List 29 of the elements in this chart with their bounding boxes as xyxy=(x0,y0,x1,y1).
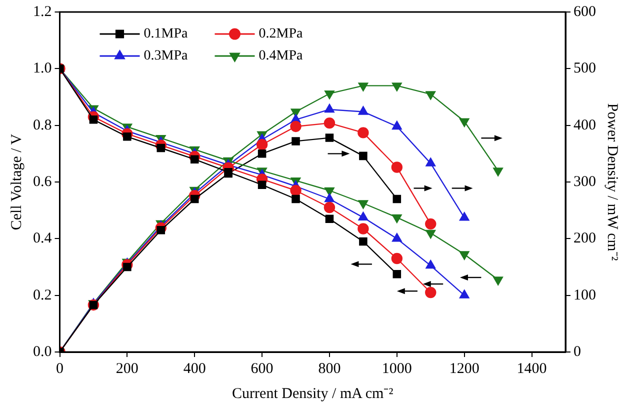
legend-label: 0.2MPa xyxy=(258,26,304,42)
x-axis-title: Current Density / mA cm⁻² xyxy=(232,386,394,402)
y-axis-title: Cell Voltage / V xyxy=(8,134,25,230)
y-tick-label: 0.4 xyxy=(33,230,52,247)
y-tick-label: 0.2 xyxy=(33,287,52,304)
x-tick-label: 800 xyxy=(318,360,341,377)
x-tick-label: 1400 xyxy=(516,360,547,377)
y2-tick-label: 400 xyxy=(574,117,596,134)
legend-label: 0.1MPa xyxy=(144,26,188,42)
y-tick-label: 0.0 xyxy=(33,344,52,360)
x-tick-label: 400 xyxy=(183,360,206,377)
y2-tick-label: 300 xyxy=(574,174,596,190)
x-tick-label: 600 xyxy=(250,360,274,377)
y-tick-label: 1.2 xyxy=(33,4,52,20)
legend-label: 0.3MPa xyxy=(144,48,188,64)
x-tick-label: 200 xyxy=(116,360,138,377)
y-tick-label: 1.0 xyxy=(33,60,52,77)
y2-tick-label: 200 xyxy=(574,230,596,247)
x-tick-label: 0 xyxy=(56,360,64,377)
y2-axis-title: Power Density / mW cm⁻² xyxy=(604,103,620,262)
y2-tick-label: 0 xyxy=(574,344,581,360)
x-tick-label: 1200 xyxy=(449,360,480,377)
x-tick-label: 1000 xyxy=(382,360,412,377)
legend-label: 0.4MPa xyxy=(258,48,304,64)
y2-tick-label: 600 xyxy=(574,4,596,20)
y-tick-label: 0.6 xyxy=(33,174,52,190)
y2-tick-label: 500 xyxy=(574,60,596,77)
y-tick-label: 0.8 xyxy=(33,117,52,134)
y2-tick-label: 100 xyxy=(574,287,596,304)
